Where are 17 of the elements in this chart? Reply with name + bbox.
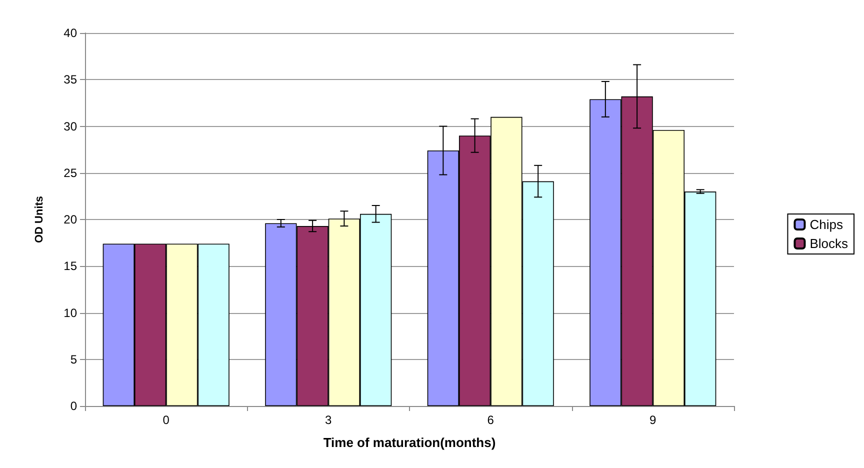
y-tick-label: 5 [70,352,78,366]
y-tick-label: 0 [70,399,78,413]
x-tick-label: 3 [325,413,332,427]
y-axis-title: OD Units [34,196,46,244]
y-tick-label: 15 [64,259,78,274]
y-tick-label: 35 [64,72,78,87]
y-tick-label: 10 [64,306,78,320]
legend-label: Blocks [810,236,848,251]
x-axis-title: Time of maturation(months) [323,435,496,450]
y-tick-label: 25 [64,166,78,180]
y-tick-label: 40 [64,26,78,40]
x-tick-label: 0 [162,413,170,427]
x-tick-label: 6 [487,413,494,427]
legend-label: Chips [810,217,844,232]
y-tick-label: 20 [64,212,78,226]
x-tick-label: 9 [650,413,657,427]
y-tick-label: 30 [64,119,78,134]
